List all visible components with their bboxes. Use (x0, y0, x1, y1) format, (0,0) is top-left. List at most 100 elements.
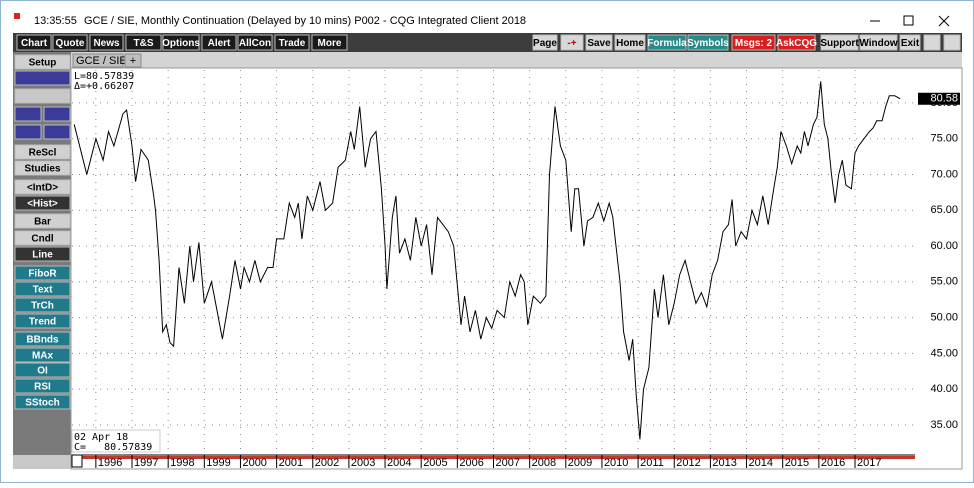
y-tick-label: 65.00 (930, 204, 958, 216)
maximize[interactable] (903, 15, 914, 26)
toolbar-button[interactable] (311, 34, 348, 51)
sidebar-button-label: FiboR (28, 269, 57, 280)
x-tick-label: 2015 (785, 457, 809, 469)
toolbar-button-label: -+ (567, 38, 576, 49)
sidebar-button[interactable] (14, 394, 71, 410)
y-tick-label: 40.00 (930, 383, 958, 395)
tab[interactable] (72, 53, 124, 68)
sidebar-foot (13, 455, 71, 469)
sidebar-button-label: SStoch (25, 398, 59, 409)
toolbar-button[interactable] (859, 34, 898, 51)
x-tick-label: 2017 (857, 457, 881, 469)
toolbar-button[interactable] (647, 34, 687, 51)
sidebar-icon-button[interactable] (14, 88, 71, 104)
sidebar-button-label: Line (32, 250, 53, 261)
toolbar-button[interactable] (614, 34, 646, 51)
toolbar-button[interactable] (89, 34, 124, 51)
tab-label: GCE / SIE,M (76, 55, 139, 67)
icon-button[interactable] (943, 34, 961, 51)
toolbar-button-label: Formula (647, 38, 687, 49)
tab-add[interactable] (124, 53, 142, 68)
sidebar-button-label: RSI (34, 382, 51, 393)
toolbar-button-label: T&S (134, 38, 154, 49)
toolbar-button[interactable] (125, 34, 162, 51)
sidebar-button[interactable] (14, 144, 71, 160)
x-tick-label: 2002 (315, 457, 339, 469)
sidebar-button[interactable] (14, 313, 71, 329)
sidebar-button[interactable] (14, 213, 71, 229)
sidebar-button-label: Text (33, 285, 53, 296)
tab-strip (71, 52, 962, 68)
close[interactable] (938, 15, 950, 27)
sidebar-button[interactable] (14, 281, 71, 297)
x-tick-label: 2014 (749, 457, 773, 469)
sidebar-button-label: TrCh (31, 301, 54, 312)
toolbar-button[interactable] (162, 34, 200, 51)
toolbar-button[interactable] (274, 34, 310, 51)
toolbar-button[interactable] (560, 34, 584, 51)
sidebar-button[interactable] (14, 378, 71, 394)
toolbar-button[interactable] (52, 34, 88, 51)
sidebar-button[interactable] (14, 297, 71, 313)
sidebar-button[interactable] (14, 160, 71, 176)
sidebar-button[interactable] (14, 331, 71, 347)
toolbar-button[interactable] (820, 34, 859, 51)
footer-readout: C= 80.57839 (74, 442, 152, 453)
toolbar-button[interactable] (899, 34, 921, 51)
sidebar-button[interactable] (14, 54, 71, 70)
toolbar-button[interactable] (777, 34, 816, 51)
sidebar-button[interactable] (14, 230, 71, 246)
sidebar-button-label: Setup (29, 58, 57, 69)
toolbar-button-label: Msgs: 2 (735, 38, 773, 49)
toolbar-button-label: Options (162, 38, 200, 49)
scroll-box[interactable] (71, 454, 83, 468)
sidebar-button[interactable] (14, 179, 71, 195)
toolbar-button[interactable] (731, 34, 776, 51)
toolbar-button-label: Alert (208, 38, 231, 49)
toolbar-button-label: Exit (901, 38, 920, 49)
chart-area (70, 67, 963, 470)
sidebar-button-label: Studies (24, 164, 61, 175)
toolbar-button-label: Home (616, 38, 644, 49)
toolbar-button[interactable] (532, 34, 558, 51)
toolbar-button-label: Symbols (687, 38, 729, 49)
toolbar-button[interactable] (16, 34, 52, 51)
window-title: GCE / SIE, Monthly Continuation (Delayed… (84, 15, 526, 27)
sidebar-icon-button[interactable] (43, 124, 71, 140)
x-tick-label: 2013 (712, 457, 736, 469)
cursor-readout: Δ=+0.66207 (74, 81, 134, 92)
y-tick-label: 75.00 (930, 133, 958, 145)
icon-button[interactable] (923, 34, 941, 51)
sidebar-button-label: ReScl (29, 148, 57, 159)
toolbar-button[interactable] (585, 34, 613, 51)
sidebar-button[interactable] (14, 347, 71, 363)
x-tick-label: 2008 (532, 457, 556, 469)
last-value-label: 80.58 (930, 93, 958, 105)
y-tick-label: 60.00 (930, 240, 958, 252)
toolbar-button-label: AllCon (239, 38, 271, 49)
sidebar-icon-button[interactable] (14, 124, 42, 140)
cursor-readout: L=80.57839 (74, 71, 134, 82)
clock: 13:35:55 (34, 15, 77, 27)
sidebar-button[interactable] (14, 362, 71, 378)
sidebar-icon-button[interactable] (14, 106, 42, 122)
x-tick-label: 1999 (206, 457, 230, 469)
sidebar-icon-button[interactable] (14, 70, 71, 86)
y-tick-label: 45.00 (930, 347, 958, 359)
sidebar-button[interactable] (14, 265, 71, 281)
sidebar-button-label: <Hist> (27, 199, 58, 210)
toolbar-button[interactable] (201, 34, 237, 51)
sidebar-button-label: Bar (34, 217, 51, 228)
sidebar-icon-button[interactable] (43, 106, 71, 122)
toolbar-button[interactable] (687, 34, 729, 51)
toolbar-button[interactable] (237, 34, 273, 51)
sidebar-button[interactable] (14, 195, 71, 211)
y-tick-label: 55.00 (930, 276, 958, 288)
x-tick-label: 2001 (279, 457, 303, 469)
x-tick-label: 2004 (387, 457, 411, 469)
sidebar-button[interactable] (14, 246, 71, 262)
last-value-flag (918, 92, 960, 105)
x-tick-label: 2012 (676, 457, 700, 469)
toolbar-button-label: Support (820, 38, 859, 49)
